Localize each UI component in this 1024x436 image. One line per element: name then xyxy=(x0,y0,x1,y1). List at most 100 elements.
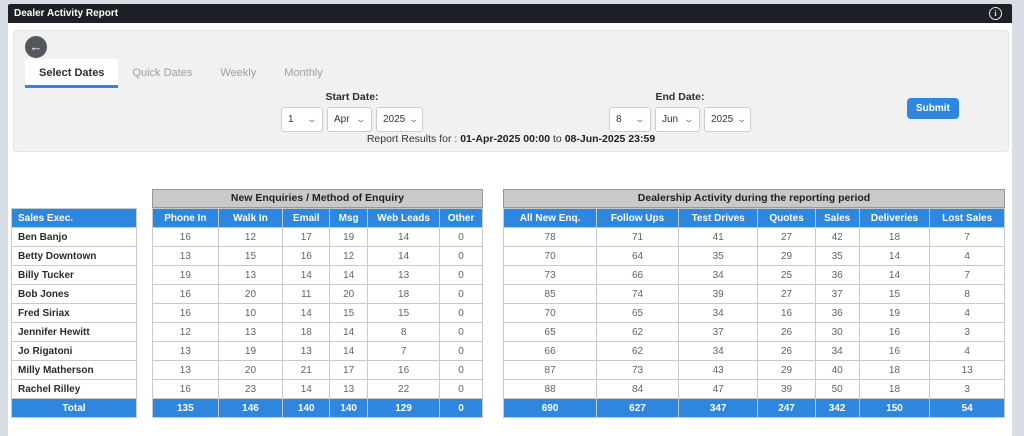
end-date-group: End Date: 8 ⌄ Jun ⌄ 2025 ⌄ xyxy=(609,91,751,132)
table-cell: 13 xyxy=(929,360,1005,380)
table-cell: 0 xyxy=(439,398,483,418)
tab-weekly[interactable]: Weekly xyxy=(220,67,257,79)
table-cell: 37 xyxy=(814,284,860,304)
end-date-label: End Date: xyxy=(655,91,705,103)
sales-exec-row: Bob Jones xyxy=(11,284,137,304)
table-row: 85 74 39 27 37 15 8 xyxy=(502,284,1005,304)
tab-select-dates[interactable]: Select Dates xyxy=(25,59,119,88)
end-year-select[interactable]: 2025 ⌄ xyxy=(704,107,751,132)
table-cell: 19 xyxy=(329,227,369,247)
table-cell: 36 xyxy=(814,265,860,285)
tab-monthly[interactable]: Monthly xyxy=(284,67,323,79)
table-cell: 35 xyxy=(677,246,759,266)
table-cell: 34 xyxy=(677,341,759,361)
table-row: 12 13 18 14 8 0 xyxy=(152,322,483,342)
table-cell: 16 xyxy=(282,246,331,266)
table-cell: 27 xyxy=(757,284,816,304)
table-cell: 14 xyxy=(329,322,369,342)
table-row: 19 13 14 14 13 0 xyxy=(152,265,483,285)
table-cell: 13 xyxy=(152,341,219,361)
report-prefix: Report Results for : xyxy=(366,133,461,145)
sales-exec-row: Betty Downtown xyxy=(11,246,137,266)
table-cell: 14 xyxy=(858,246,931,266)
table-cell: 54 xyxy=(929,398,1005,418)
sales-exec-row: Ben Banjo xyxy=(11,227,137,247)
start-month-value: Apr xyxy=(334,114,350,125)
start-month-select[interactable]: Apr ⌄ xyxy=(327,107,372,132)
table-cell: 39 xyxy=(677,284,759,304)
report-start-datetime: 01-Apr-2025 00:00 xyxy=(460,133,551,145)
page-title: Dealer Activity Report xyxy=(14,8,119,19)
table-cell: 0 xyxy=(439,360,483,380)
table-cell: 66 xyxy=(502,341,598,361)
table-cell: 690 xyxy=(502,398,598,418)
start-day-select[interactable]: 1 ⌄ xyxy=(281,107,323,132)
tab-quick-dates[interactable]: Quick Dates xyxy=(132,67,193,79)
table-row: 88 84 47 39 50 18 3 xyxy=(502,379,1005,399)
column-header: Deliveries xyxy=(858,208,931,228)
table-cell: 47 xyxy=(677,379,759,399)
table-row: 70 64 35 29 35 14 4 xyxy=(502,246,1005,266)
table-cell: 17 xyxy=(329,360,369,380)
column-header: Quotes xyxy=(757,208,816,228)
start-day-value: 1 xyxy=(288,114,294,125)
table-row: 87 73 43 29 40 18 13 xyxy=(502,360,1005,380)
table-cell: 19 xyxy=(217,341,284,361)
table-cell: 135 xyxy=(152,398,219,418)
table-cell: 0 xyxy=(439,227,483,247)
column-header: Test Drives xyxy=(677,208,759,228)
sales-exec-row: Billy Tucker xyxy=(11,265,137,285)
table-cell: 14 xyxy=(858,265,931,285)
sales-exec-row: Rachel Rilley xyxy=(11,379,137,399)
start-year-select[interactable]: 2025 ⌄ xyxy=(376,107,423,132)
table-cell: 16 xyxy=(152,379,219,399)
end-date-selects: 8 ⌄ Jun ⌄ 2025 ⌄ xyxy=(609,107,751,132)
table-cell: 37 xyxy=(677,322,759,342)
title-bar: Dealer Activity Report i xyxy=(8,4,1012,23)
table-cell: 50 xyxy=(814,379,860,399)
table-cell: 140 xyxy=(329,398,369,418)
table-cell: 43 xyxy=(677,360,759,380)
chevron-down-icon: ⌄ xyxy=(683,114,695,124)
activity-group-header: Dealership Activity during the reporting… xyxy=(503,189,1005,208)
table-cell: 4 xyxy=(929,303,1005,323)
table-row: 13 20 21 17 16 0 xyxy=(152,360,483,380)
table-cell: 13 xyxy=(329,379,369,399)
app-window: Dealer Activity Report i ← Select Dates … xyxy=(8,4,1012,436)
column-header: Web Leads xyxy=(367,208,441,228)
table-cell: 627 xyxy=(596,398,679,418)
table-cell: 13 xyxy=(367,265,441,285)
table-cell: 29 xyxy=(757,360,816,380)
activity-table: Dealership Activity during the reporting… xyxy=(502,189,1005,418)
table-cell: 7 xyxy=(929,265,1005,285)
table-cell: Rachel Rilley xyxy=(11,379,137,399)
table-cell: 66 xyxy=(596,265,679,285)
back-button[interactable]: ← xyxy=(25,36,47,58)
table-cell: 14 xyxy=(367,246,441,266)
table-cell: 12 xyxy=(152,322,219,342)
table-cell: 73 xyxy=(596,360,679,380)
table-cell: 19 xyxy=(152,265,219,285)
total-row: Total xyxy=(11,398,137,418)
end-month-select[interactable]: Jun ⌄ xyxy=(655,107,700,132)
table-cell: 88 xyxy=(502,379,598,399)
table-cell: 26 xyxy=(757,341,816,361)
table-cell: 18 xyxy=(858,379,931,399)
table-cell: 16 xyxy=(858,341,931,361)
table-cell: Betty Downtown xyxy=(11,246,137,266)
end-day-select[interactable]: 8 ⌄ xyxy=(609,107,651,132)
enquiries-group-header: New Enquiries / Method of Enquiry xyxy=(152,189,483,208)
table-cell: 34 xyxy=(814,341,860,361)
table-cell: 21 xyxy=(282,360,331,380)
table-row: 65 62 37 26 30 16 3 xyxy=(502,322,1005,342)
column-header: Walk In xyxy=(217,208,284,228)
table-cell: 40 xyxy=(814,360,860,380)
submit-button[interactable]: Submit xyxy=(907,98,959,119)
table-cell: 15 xyxy=(367,303,441,323)
table-row: 16 23 14 13 22 0 xyxy=(152,379,483,399)
info-icon[interactable]: i xyxy=(989,7,1002,20)
table-row: 16 12 17 19 14 0 xyxy=(152,227,483,247)
table-cell: 25 xyxy=(757,265,816,285)
table-cell: 0 xyxy=(439,284,483,304)
